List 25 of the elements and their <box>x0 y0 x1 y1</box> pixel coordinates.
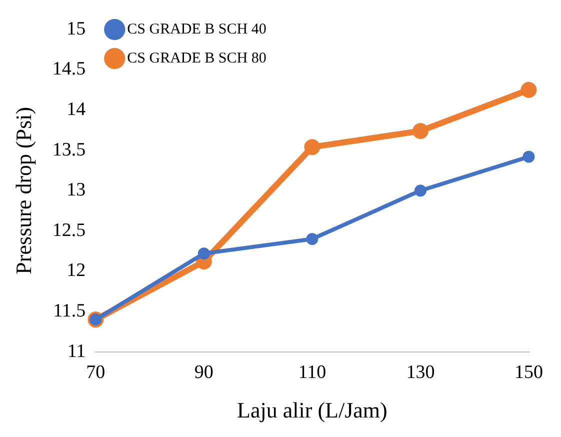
y-tick-label: 14.5 <box>52 58 86 80</box>
x-tick-label: 70 <box>86 362 106 384</box>
point <box>306 232 318 245</box>
y-tick-label: 13.5 <box>52 139 86 160</box>
y-tick-label: 15 <box>66 18 86 40</box>
legend-label: CS GRADE B SCH 40 <box>127 21 266 38</box>
point <box>412 122 428 139</box>
point <box>198 247 210 260</box>
y-tick-label: 11 <box>67 340 86 362</box>
y-tick-label: 14 <box>66 98 86 120</box>
x-tick-label: 130 <box>406 362 435 384</box>
x-tick-label: 150 <box>514 362 543 384</box>
x-axis-title: Laju alir (L/Jam) <box>237 398 388 423</box>
point <box>304 139 320 156</box>
point <box>414 184 426 197</box>
point <box>522 150 535 163</box>
x-tick-label: 90 <box>194 362 214 384</box>
y-tick-label: 11.5 <box>53 300 86 322</box>
y-tick-label: 12 <box>66 260 86 282</box>
point <box>520 82 537 98</box>
y-tick-label: 12.5 <box>52 220 86 241</box>
legend-label: CS GRADE B SCH 80 <box>127 50 266 66</box>
y-tick-label: 13 <box>66 180 86 201</box>
y-axis-title: Pressure drop (Psi) <box>10 106 36 274</box>
x-tick-label: 110 <box>298 362 326 384</box>
